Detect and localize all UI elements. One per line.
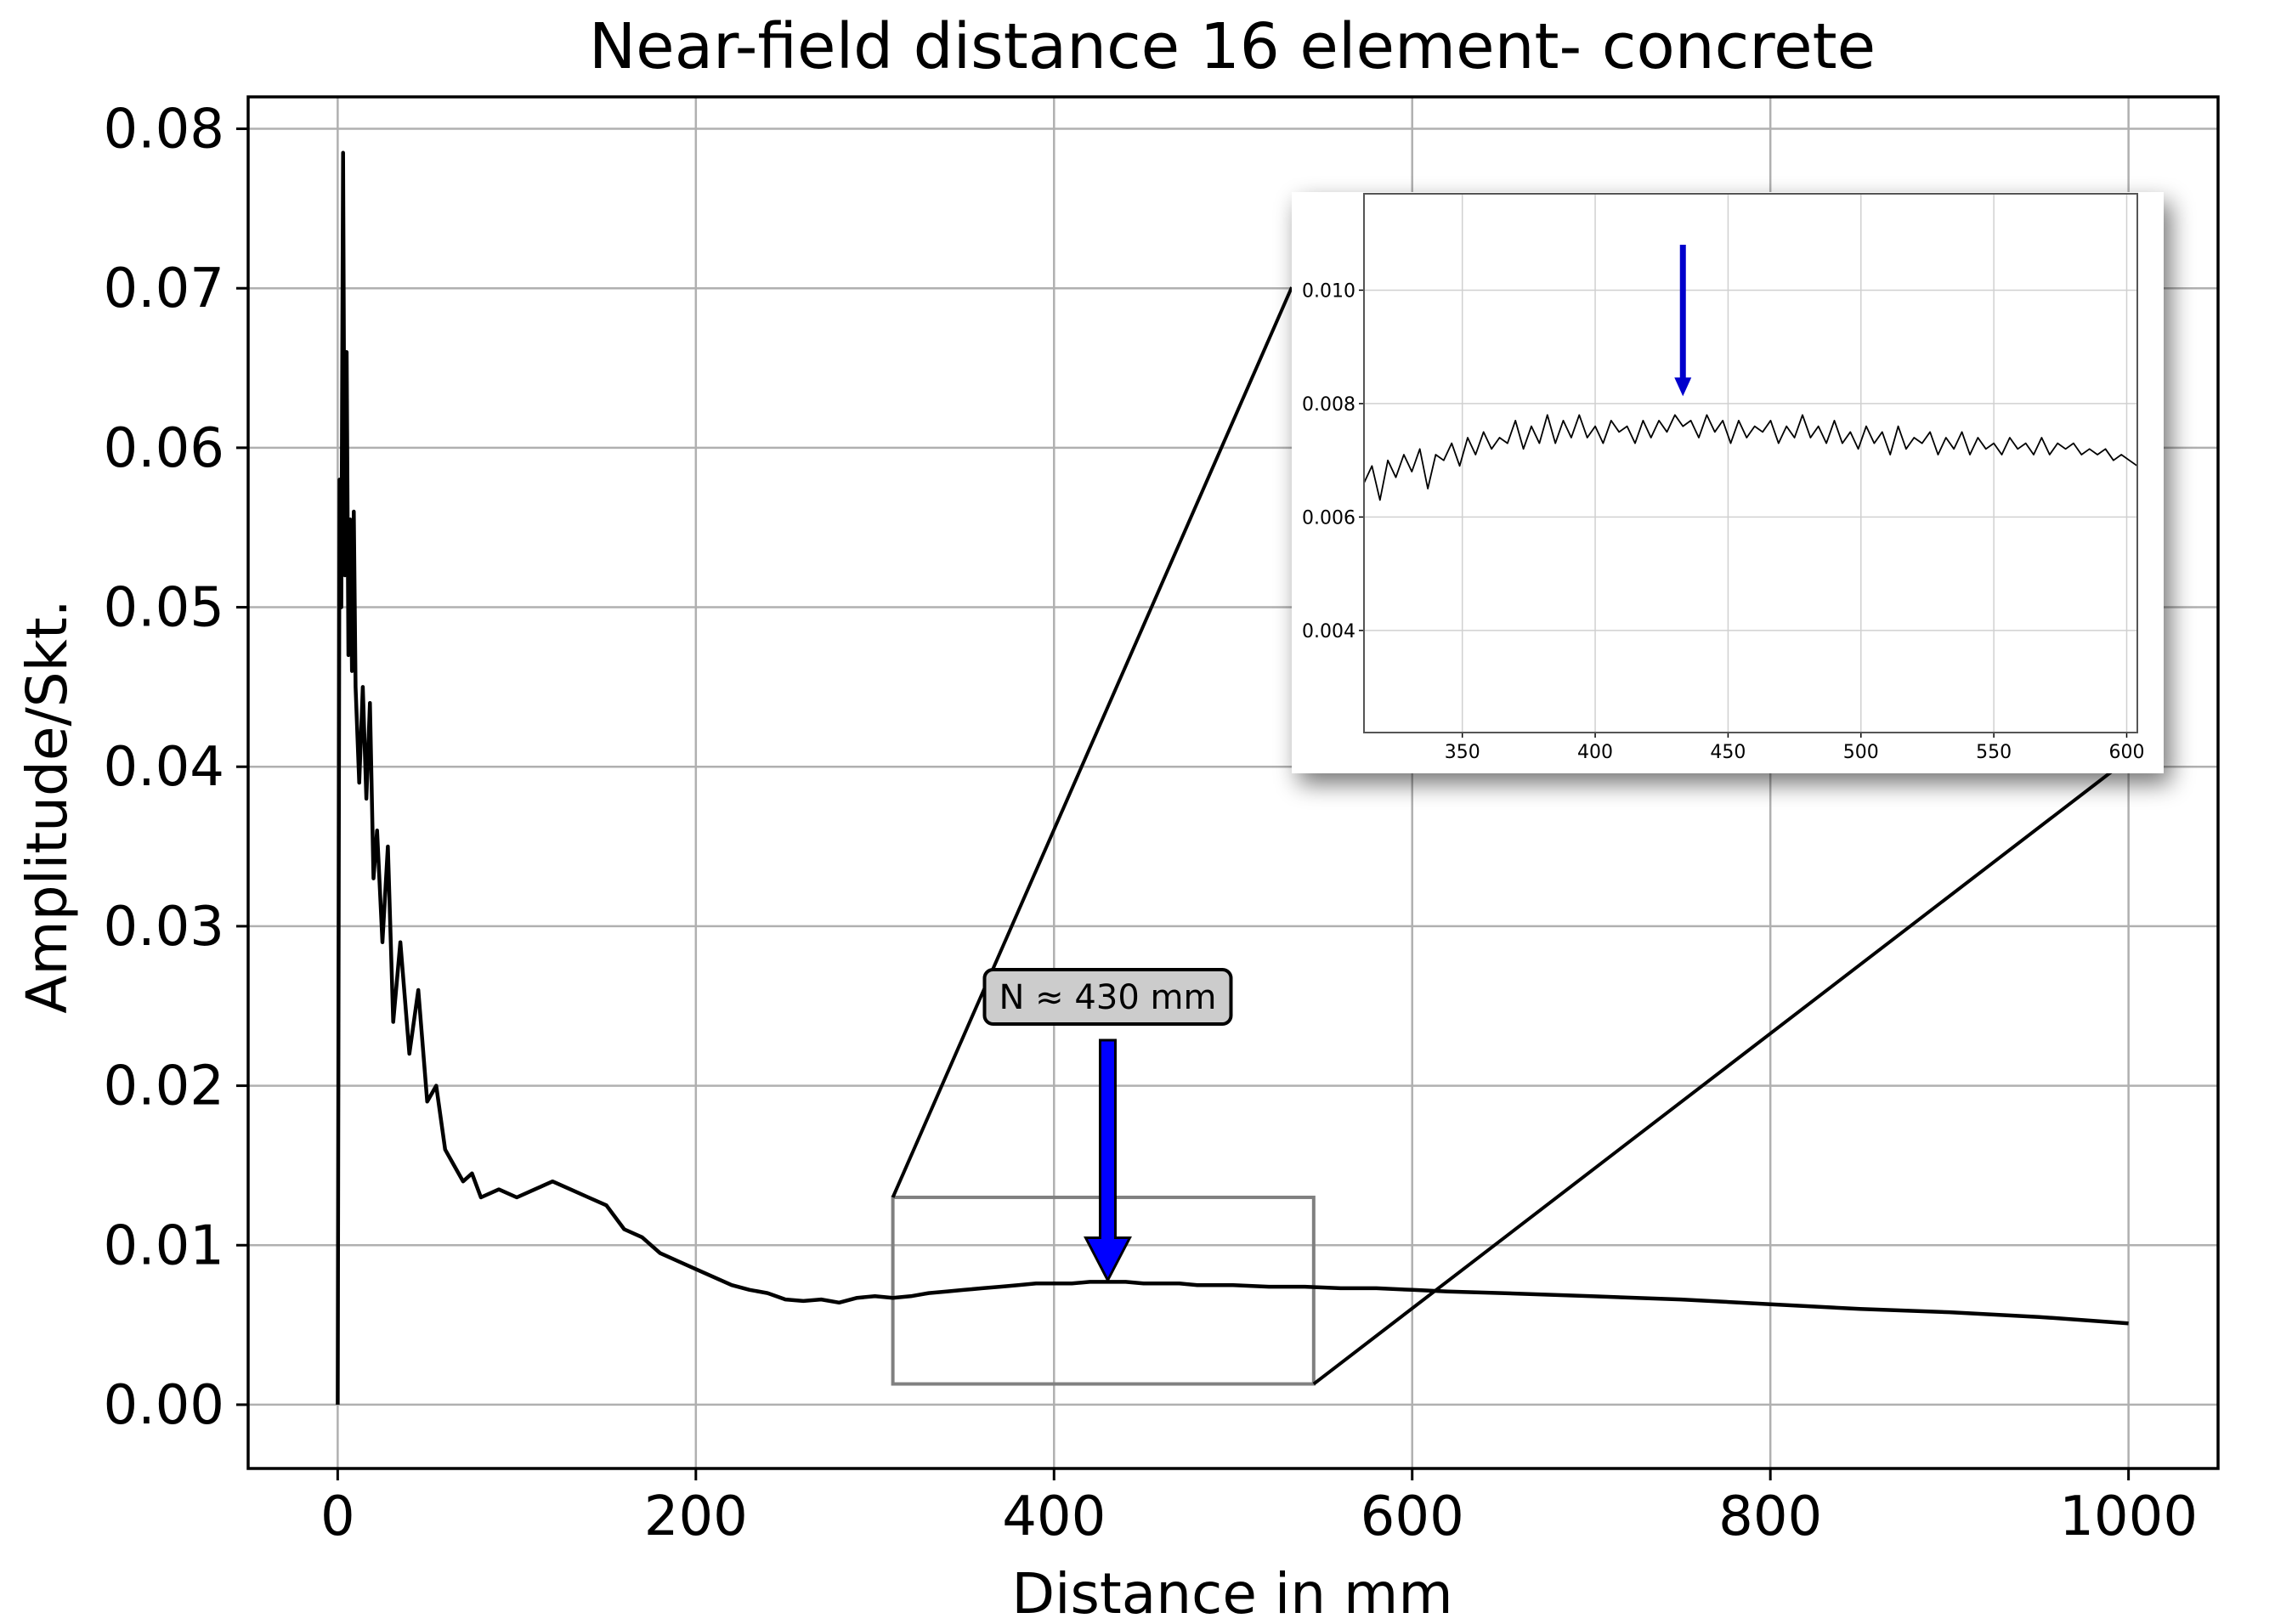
- inset-y-tick-label: 0.010: [1302, 280, 1355, 302]
- inset-x-tick-label: 600: [2108, 742, 2144, 763]
- inset-y-tick-label: 0.004: [1302, 621, 1355, 642]
- y-tick-label: 0.07: [104, 257, 225, 320]
- zoom-indicator: [891, 286, 2118, 1386]
- inset-series: [1363, 414, 2138, 501]
- chart-title: Near-field distance 16 element- concrete: [589, 10, 1876, 83]
- x-tick-label: 0: [320, 1485, 355, 1548]
- inset-axes-frame: [1363, 193, 2138, 733]
- inset-frame: [1363, 193, 2138, 733]
- x-tick-label: 1000: [2059, 1485, 2198, 1548]
- y-tick-label: 0.03: [104, 896, 225, 959]
- y-tick-label: 0.00: [104, 1374, 225, 1437]
- inset-series-line: [1363, 414, 2138, 501]
- x-tick-label: 600: [1361, 1485, 1464, 1548]
- main-axes-frame: [246, 95, 2220, 1470]
- inset-x-tick-label: 350: [1445, 742, 1480, 763]
- axes-frame: [246, 95, 2220, 1470]
- inset-x-tick-label: 500: [1843, 742, 1879, 763]
- y-tick-label: 0.02: [104, 1055, 225, 1118]
- zoom-connector-line: [891, 286, 1293, 1198]
- inset-y-tick-label: 0.008: [1302, 394, 1355, 416]
- y-tick-label: 0.08: [104, 99, 225, 161]
- inset-grid: [1364, 194, 2137, 733]
- y-tick-label: 0.06: [104, 417, 225, 480]
- x-tick-label: 400: [1002, 1485, 1106, 1548]
- main-ticks: 0 200 400 600 800 1000 0.00 0.01 0.02 0.03 0.04 0.0…: [104, 99, 2199, 1548]
- inset-y-tick-label: 0.006: [1302, 507, 1355, 529]
- y-axis-label: Amplitude/Skt.: [14, 599, 80, 1013]
- annotation: N ≈ 430 mm: [982, 968, 1233, 1283]
- inset-zoom-panel: 350 400 450 500 550 600 0.004 0.006 0.008 0.010: [1292, 192, 2164, 773]
- y-tick-label: 0.01: [104, 1214, 225, 1277]
- y-tick-label: 0.05: [104, 577, 225, 640]
- inset-x-tick-label: 450: [1710, 742, 1746, 763]
- annotation-box: [982, 968, 1233, 1026]
- x-axis-label: Distance in mm: [1011, 1561, 1452, 1620]
- x-tick-label: 200: [644, 1485, 748, 1548]
- inset-x-tick-label: 550: [1976, 742, 2012, 763]
- annotation-arrow: [1084, 1038, 1132, 1283]
- x-tick-label: 800: [1718, 1485, 1822, 1548]
- series-line: [336, 150, 2129, 1405]
- y-tick-label: 0.04: [104, 736, 225, 799]
- inset-ticks: 350 400 450 500 550 600 0.004 0.006 0.008 0.010: [1302, 280, 2144, 763]
- zoom-connector-line: [1312, 767, 2118, 1386]
- annotation-label: N ≈ 430 mm: [999, 978, 1217, 1017]
- main-series: [336, 150, 2129, 1405]
- inset-x-tick-label: 400: [1577, 742, 1613, 763]
- inset-arrow: [1674, 245, 1692, 397]
